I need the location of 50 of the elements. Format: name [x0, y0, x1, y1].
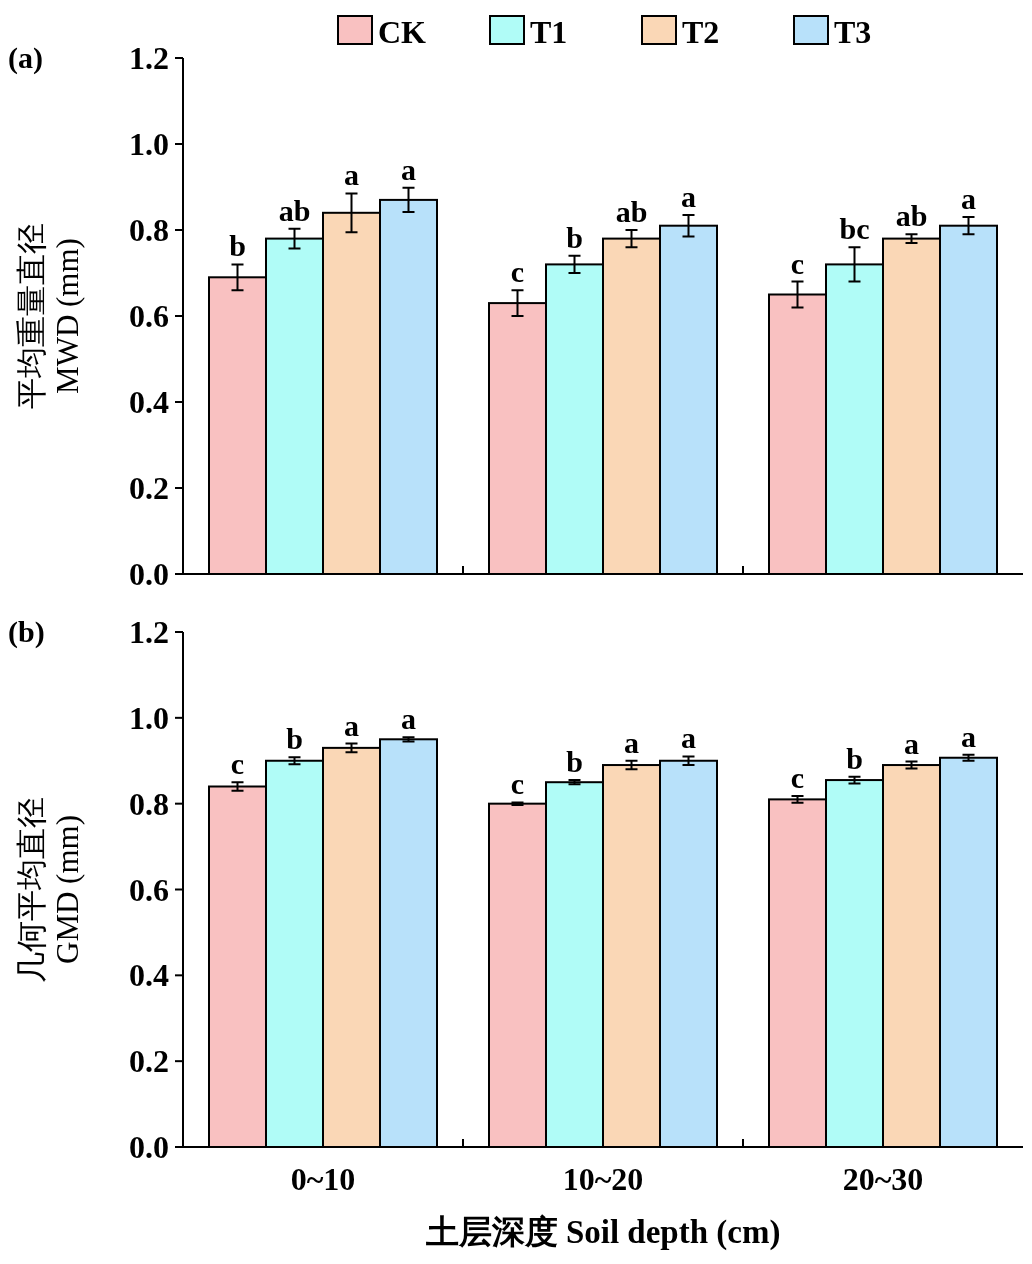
data-label: bc [839, 212, 870, 246]
y-tick-label: 0.0 [129, 1129, 169, 1165]
y-tick-label: 0.6 [129, 871, 169, 908]
data-label: b [566, 220, 583, 254]
legend-label: T3 [834, 14, 872, 50]
data-label: a [681, 179, 696, 213]
data-label: a [904, 726, 919, 760]
chart-title: (a) [8, 41, 43, 75]
data-label: c [790, 246, 805, 280]
data-label: a [681, 721, 696, 755]
y-tick-label: 0.0 [129, 556, 169, 592]
y-tick-label: 0.4 [129, 957, 169, 994]
y-tick-label: 0.8 [129, 212, 169, 248]
data-label: ab [278, 193, 311, 227]
chart-title: (b) [8, 615, 45, 649]
data-label: c [510, 767, 525, 801]
data-label: a [624, 725, 639, 759]
y-tick-label: 1.0 [129, 126, 169, 162]
data-label: a [961, 182, 976, 216]
legend-label: CK [378, 14, 427, 50]
y-axis-title: 几何平均直径 GMD (mm) [14, 796, 85, 983]
y-tick-label: 0.6 [129, 298, 169, 334]
data-label: c [790, 760, 805, 794]
data-label: b [229, 229, 246, 263]
data-label: b [846, 741, 863, 775]
data-label: ab [615, 195, 648, 228]
data-label: c [510, 255, 525, 289]
y-tick-label: 1.2 [129, 40, 169, 76]
legend-label: T2 [682, 14, 720, 50]
y-tick-label: 0.2 [129, 1043, 169, 1080]
y-tick-label: 1.2 [129, 614, 169, 650]
y-axis-title: 平均重量直径 MWD (mm) [14, 223, 85, 409]
y-tick-label: 0.4 [129, 384, 169, 420]
data-label: a [344, 158, 359, 192]
x-axis-title: 土层深度 Soil depth (cm) [424, 1214, 781, 1251]
y-tick-label: 0.2 [129, 470, 169, 506]
y-tick-label: 0.8 [129, 785, 169, 822]
data-label: ab [895, 199, 928, 233]
data-label: a [401, 702, 416, 736]
data-label: a [401, 152, 416, 186]
x-tick-label: 10~20 [562, 1161, 644, 1197]
legend-label: T1 [530, 14, 568, 50]
data-label: b [566, 745, 583, 779]
data-label: a [961, 719, 976, 753]
x-tick-label: 0~10 [290, 1161, 356, 1197]
data-label: c [230, 747, 245, 781]
data-label: b [286, 722, 303, 756]
y-tick-label: 1.0 [129, 699, 169, 736]
x-tick-label: 20~30 [842, 1161, 924, 1197]
data-label: a [344, 708, 359, 742]
